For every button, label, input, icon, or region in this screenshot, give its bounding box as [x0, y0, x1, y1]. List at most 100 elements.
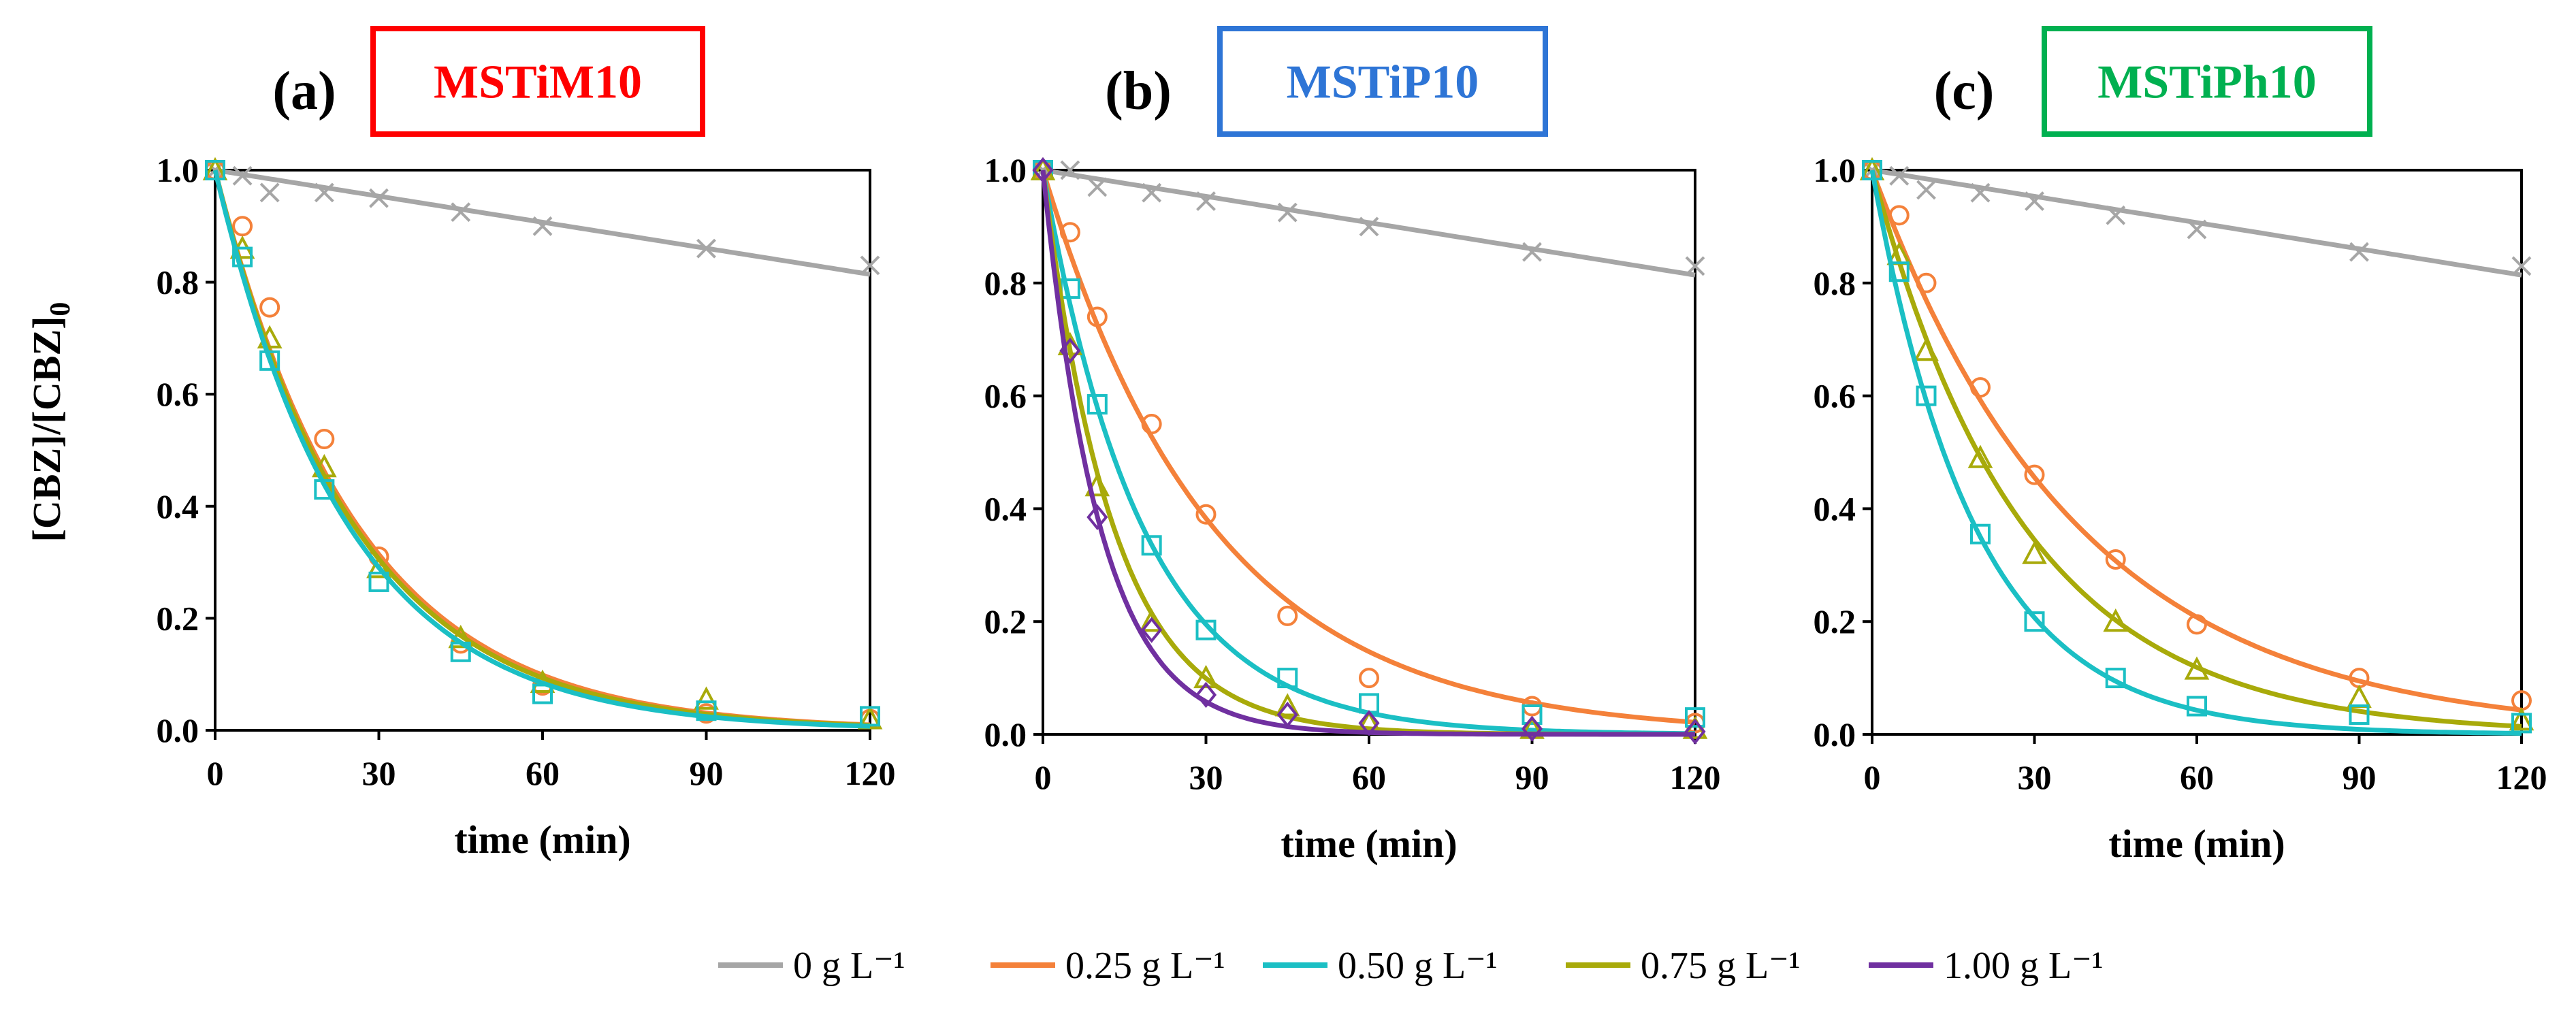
data-point: [314, 182, 334, 203]
data-point: [1916, 180, 1936, 200]
data-point: [311, 453, 337, 478]
x-tick-label: 0: [1864, 758, 1881, 796]
panels: (a) MSTiM10 0.0 0.2 0.4 0.6 0.8 1.0 0 30 60 90 120 ti…: [157, 26, 2547, 866]
data-point: [1888, 205, 1910, 226]
data-point: [259, 297, 280, 318]
data-point: [1684, 718, 1706, 745]
fit-line: [1040, 169, 1696, 725]
series-1: [1033, 160, 1705, 278]
y-tick-label: 0.6: [157, 375, 199, 413]
panel-title: MSTiM10: [434, 56, 642, 109]
data-point: [1141, 617, 1163, 643]
fit-line: [1871, 167, 2522, 278]
y-tick-label: 0.2: [157, 599, 199, 637]
data-point: [1086, 504, 1108, 531]
legend-label: 0.50 g L⁻¹: [1338, 945, 1498, 987]
y-tick-label: 0.2: [984, 602, 1027, 640]
data-point: [1141, 414, 1162, 435]
data-point: [532, 216, 553, 236]
panel-label: (a): [272, 61, 336, 121]
fit-line: [1869, 169, 2522, 729]
data-point: [1358, 710, 1380, 736]
data-point: [2187, 696, 2207, 717]
series-3: [1859, 157, 2534, 731]
data-point: [2105, 668, 2126, 689]
data-point: [1032, 157, 1054, 184]
data-point: [366, 555, 391, 579]
plot-frame: [1871, 169, 2523, 736]
data-point: [1139, 608, 1165, 632]
y-axis-label: [CBZ]/[CBZ]0: [25, 302, 76, 542]
data-point: [1888, 261, 1910, 282]
data-point: [232, 216, 253, 237]
data-point: [232, 246, 253, 267]
panel-title: MSTiPh10: [2097, 56, 2317, 109]
fit-line: [1869, 169, 2522, 713]
series-3: [1033, 160, 1705, 736]
data-point: [2511, 713, 2532, 734]
x-tick-label: 120: [845, 754, 896, 792]
x-tick-label: 90: [1515, 758, 1549, 796]
series-1: [1862, 160, 2532, 278]
data-point: [1685, 707, 1705, 728]
panel-2: (b) MSTiP10 0.0 0.2 0.4 0.6 0.8 1.0 0 30 60 90 120 ti…: [984, 26, 1721, 866]
data-point: [1359, 216, 1379, 237]
series-4: [205, 160, 880, 729]
data-point: [1277, 605, 1298, 626]
data-point: [1086, 306, 1108, 327]
series-4: [1862, 160, 2532, 736]
data-point: [205, 160, 225, 180]
panel-1: (a) MSTiM10 0.0 0.2 0.4 0.6 0.8 1.0 0 30 60 90 120 ti…: [157, 26, 896, 862]
data-point: [1060, 160, 1080, 180]
series-2: [1033, 160, 1705, 734]
data-point: [1059, 222, 1080, 243]
data-point: [2103, 608, 2129, 632]
x-axis-label: time (min): [454, 817, 630, 862]
data-point: [259, 182, 280, 203]
data-point: [532, 683, 553, 704]
series-1: [205, 160, 880, 277]
data-point: [2105, 549, 2126, 570]
series-5: [1032, 157, 1706, 745]
data-point: [2025, 191, 2044, 212]
y-tick-label: 0.6: [984, 377, 1027, 415]
x-tick-label: 90: [690, 754, 724, 792]
x-tick-label: 0: [1035, 758, 1052, 796]
data-point: [696, 238, 716, 259]
legend-label: 0.25 g L⁻¹: [1065, 945, 1225, 987]
panel-3: (c) MSTiPh10 0.0 0.2 0.4 0.6 0.8 1.0 0 30 60 90 120 t…: [1814, 26, 2547, 866]
legend: 0 g L⁻¹ 0.25 g L⁻¹ 0.50 g L⁻¹ 0.75 g L⁻¹ 1.0…: [718, 945, 2104, 987]
data-point: [1277, 668, 1298, 689]
data-point: [1195, 681, 1217, 709]
data-point: [1086, 394, 1108, 415]
legend-label: 1.00 g L⁻¹: [1944, 945, 2104, 987]
series-2: [1862, 160, 2532, 713]
panel-title: MSTiP10: [1287, 56, 1479, 109]
data-point: [369, 188, 389, 208]
legend-label: 0 g L⁻¹: [793, 945, 905, 987]
x-tick-label: 60: [526, 754, 560, 792]
y-tick-label: 0.0: [984, 715, 1027, 753]
data-point: [450, 641, 471, 662]
panel-title-box: [2042, 26, 2372, 137]
data-point: [696, 700, 717, 721]
data-point: [1970, 523, 1991, 544]
data-point: [1522, 704, 1543, 725]
data-point: [1276, 701, 1298, 728]
data-point: [2024, 464, 2045, 485]
data-point: [1195, 619, 1217, 640]
data-point: [1967, 444, 1993, 468]
data-point: [314, 429, 335, 450]
fit-line: [212, 169, 871, 728]
fit-line: [214, 167, 871, 277]
legend-entry: 0.75 g L⁻¹: [1566, 945, 1801, 987]
data-point: [2509, 707, 2534, 731]
legend-label: 0.75 g L⁻¹: [1641, 945, 1801, 987]
data-point: [232, 165, 253, 186]
y-tick-label: 0.0: [157, 711, 199, 749]
data-point: [2187, 219, 2207, 240]
x-tick-label: 60: [2180, 758, 2214, 796]
data-point: [2187, 614, 2207, 635]
data-point: [1196, 191, 1216, 212]
data-point: [1274, 693, 1300, 717]
